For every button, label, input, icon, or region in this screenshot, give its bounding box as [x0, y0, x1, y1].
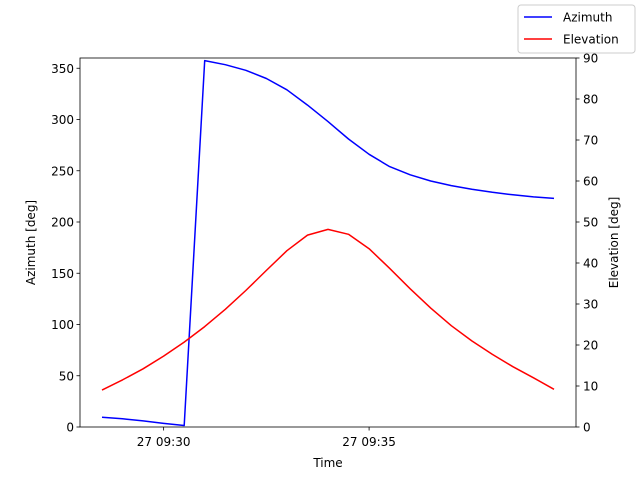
x-tick-label: 27 09:35: [342, 435, 396, 449]
left-tick-label: 350: [51, 62, 74, 76]
legend-label-azimuth: Azimuth: [563, 11, 612, 25]
plot-frame: [79, 57, 577, 428]
x-axis-ticks: 27 09:30 27 09:35: [137, 427, 396, 449]
x-axis-label: Time: [312, 456, 342, 470]
left-tick-label: 300: [51, 113, 74, 127]
left-tick-label: 150: [51, 267, 74, 281]
right-tick-label: 40: [583, 257, 598, 271]
left-tick-label: 50: [59, 369, 74, 383]
right-tick-label: 60: [583, 175, 598, 189]
right-tick-label: 80: [583, 93, 598, 107]
legend: Azimuth Elevation: [517, 4, 636, 54]
left-axis-ticks: 0 50 100 150 200 250 300 350: [51, 62, 80, 435]
right-tick-label: 30: [583, 298, 598, 312]
left-tick-label: 100: [51, 318, 74, 332]
left-tick-label: 250: [51, 164, 74, 178]
right-tick-label: 0: [583, 421, 591, 435]
right-axis-label: Elevation [deg]: [607, 197, 621, 289]
right-tick-label: 90: [583, 52, 598, 66]
right-tick-label: 10: [583, 380, 598, 394]
left-tick-label: 200: [51, 216, 74, 230]
series-line-azimuth: [101, 59, 555, 427]
x-tick-label: 27 09:30: [137, 435, 191, 449]
right-axis-ticks: 0 10 20 30 40 50 60 70 80 90: [576, 52, 598, 435]
legend-label-elevation: Elevation: [563, 33, 619, 47]
right-tick-label: 70: [583, 134, 598, 148]
left-tick-label: 0: [66, 421, 74, 435]
right-tick-label: 50: [583, 216, 598, 230]
series-line-elevation: [101, 228, 555, 391]
left-axis-label: Azimuth [deg]: [24, 200, 38, 285]
right-tick-label: 20: [583, 339, 598, 353]
series-layer: [101, 59, 555, 427]
